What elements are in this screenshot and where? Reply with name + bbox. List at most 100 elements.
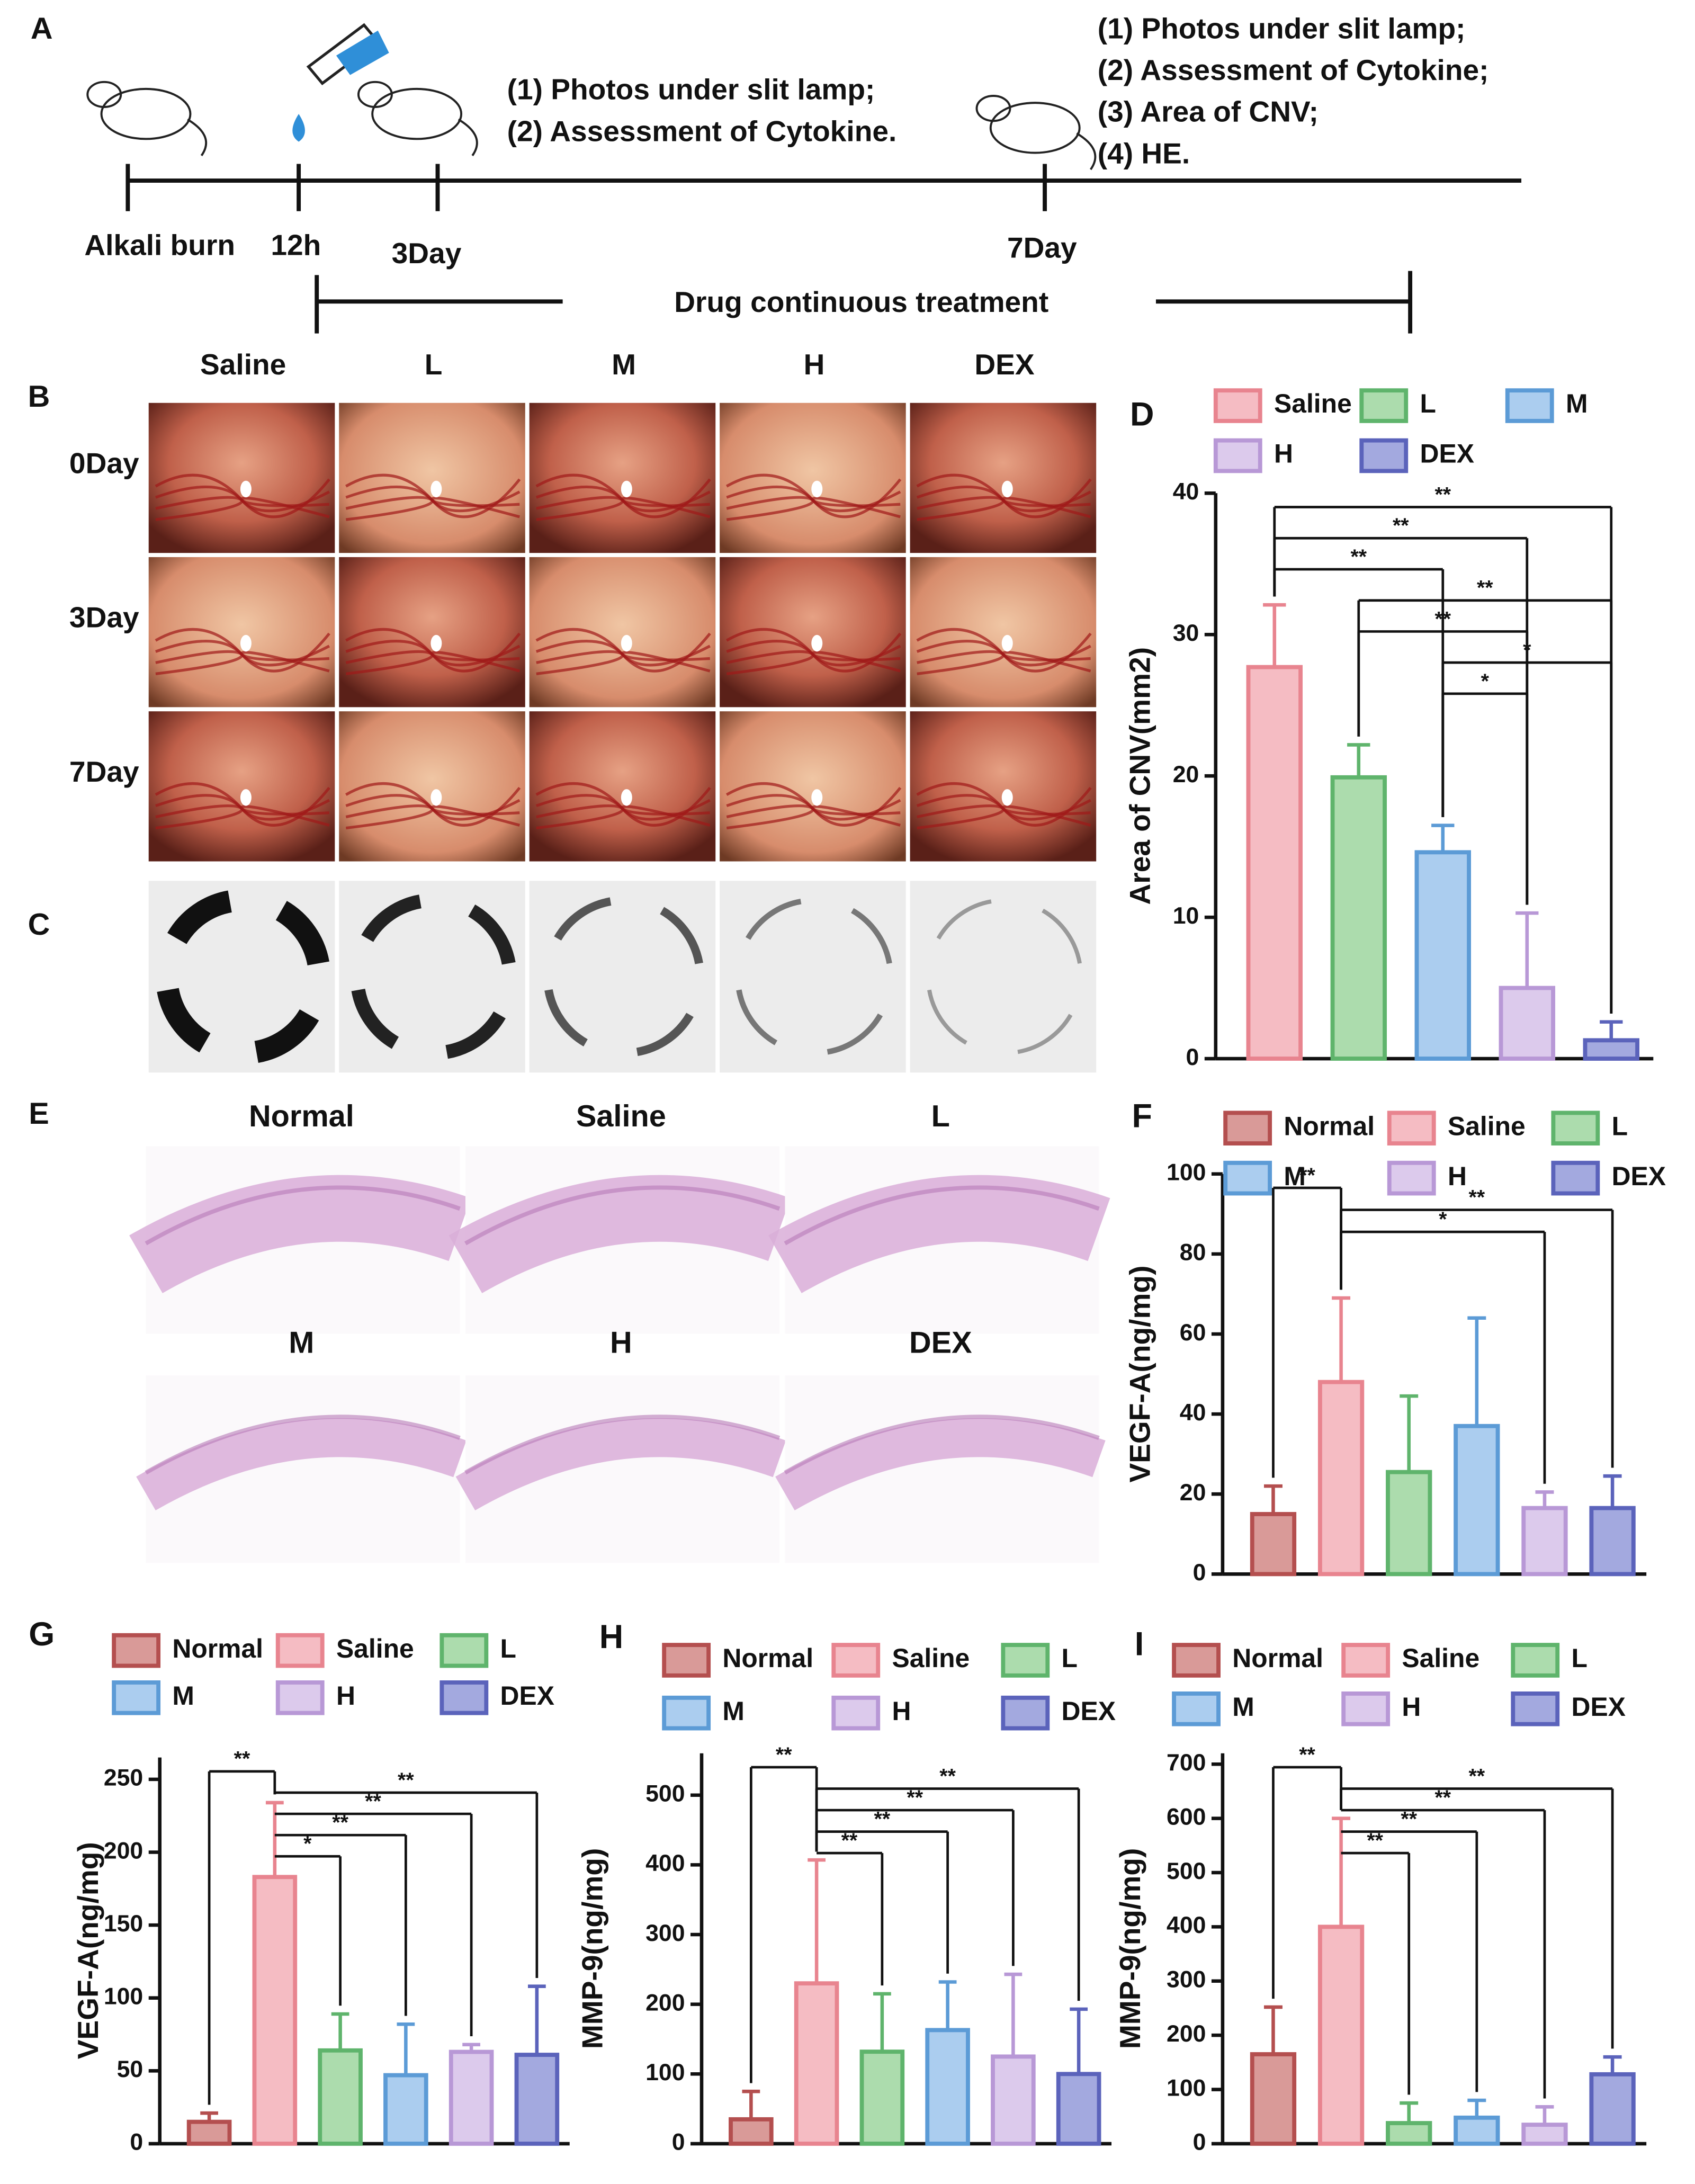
legend-swatch	[275, 1680, 325, 1715]
legend-swatch	[1511, 1643, 1560, 1678]
panel-label: C	[28, 908, 50, 942]
bar	[1250, 1512, 1297, 1577]
section-label: DEX	[909, 1326, 972, 1360]
y-tick-label: 400	[1167, 1912, 1206, 1938]
significance-label: **	[841, 1829, 858, 1852]
y-tick-label: 300	[645, 1920, 685, 1946]
bar	[1250, 2052, 1297, 2146]
legend-swatch	[1387, 1160, 1436, 1196]
legend-label: H	[892, 1696, 911, 1726]
vessel	[345, 651, 520, 675]
light-reflex	[811, 634, 823, 652]
dropper-icon	[336, 30, 389, 75]
panel-label: I	[1135, 1625, 1144, 1662]
bar	[1454, 1424, 1500, 1577]
vessel-arc	[554, 897, 612, 941]
legend-label: Saline	[892, 1643, 970, 1673]
bar	[991, 2054, 1036, 2146]
legend-swatch	[1172, 1691, 1221, 1726]
legend-label: DEX	[500, 1681, 554, 1711]
y-axis-label: VEGF-A(ng/mg)	[1123, 1266, 1156, 1483]
vessel-arc	[468, 904, 516, 965]
note: (1) Photos under slit lamp;	[507, 73, 875, 106]
treatment-label: Drug continuous treatment	[674, 285, 1048, 318]
y-axis-label: MMP-9(ng/mg)	[576, 1848, 609, 2049]
legend-swatch	[112, 1633, 161, 1668]
section-label: H	[610, 1326, 632, 1360]
legend-label: Saline	[1448, 1111, 1526, 1141]
bar	[1330, 775, 1387, 1061]
significance-label: **	[907, 1786, 923, 1809]
legend-swatch	[1341, 1691, 1391, 1726]
vessel-arc	[275, 901, 329, 966]
legend-label: Normal	[722, 1643, 813, 1673]
vessel	[345, 805, 520, 830]
bar	[186, 2119, 232, 2146]
legend-swatch	[1551, 1160, 1600, 1196]
significance-label: **	[939, 1765, 956, 1788]
vessel-arc	[361, 894, 422, 942]
bar	[1589, 2072, 1636, 2146]
legend-swatch	[1551, 1111, 1600, 1146]
panel-label: B	[28, 380, 50, 414]
light-reflex	[240, 789, 252, 806]
legend-swatch	[112, 1680, 161, 1715]
vessel	[726, 805, 901, 830]
bar	[1386, 2121, 1432, 2146]
light-reflex	[431, 789, 442, 806]
legend-label: M	[172, 1681, 194, 1711]
note: (1) Photos under slit lamp;	[1098, 12, 1466, 44]
significance-label: **	[1393, 514, 1409, 538]
significance-label: **	[1299, 1163, 1315, 1187]
mouse-icon	[975, 95, 1011, 122]
legend-swatch	[275, 1633, 325, 1668]
row-label: 3Day	[69, 601, 139, 634]
y-tick-label: 60	[1180, 1320, 1206, 1346]
y-tick-label: 700	[1167, 1750, 1206, 1776]
note: (2) Assessment of Cytokine;	[1098, 53, 1489, 86]
legend-label: Saline	[1274, 389, 1352, 418]
legend-swatch	[1387, 1111, 1436, 1146]
vessel	[917, 496, 1091, 521]
vessel-arc	[544, 989, 588, 1047]
event-label: 3Day	[392, 237, 462, 270]
vessel-arc	[1017, 1014, 1073, 1054]
y-tick-label: 30	[1173, 620, 1199, 646]
light-reflex	[811, 480, 823, 498]
bar	[318, 2048, 363, 2146]
light-reflex	[431, 634, 442, 652]
vessel	[917, 805, 1091, 830]
vessel-arc	[636, 1013, 694, 1057]
legend-swatch	[1213, 388, 1262, 423]
significance-label: **	[365, 1789, 381, 1813]
tissue-edge	[464, 1415, 781, 1475]
legend-label: H	[1402, 1692, 1421, 1722]
y-axis-label: MMP-9(ng/mg)	[1114, 1848, 1146, 2049]
vessel-arc	[167, 890, 232, 945]
legend-label: M	[1232, 1692, 1254, 1722]
light-reflex	[240, 480, 252, 498]
y-tick-label: 0	[1186, 1044, 1199, 1070]
vessel	[917, 651, 1091, 675]
column-label: DEX	[974, 348, 1035, 381]
y-tick-label: 100	[104, 1983, 143, 2009]
light-reflex	[240, 634, 252, 652]
legend-swatch	[440, 1680, 489, 1715]
y-axis-label: Area of CNV(mm2)	[1123, 647, 1156, 905]
significance-label: **	[332, 1811, 348, 1834]
y-tick-label: 500	[1167, 1858, 1206, 1884]
significance-label: *	[1523, 639, 1531, 662]
flat-mount-photo	[339, 881, 525, 1073]
flat-mount-photo	[720, 881, 906, 1073]
legend-swatch	[1505, 388, 1554, 423]
y-tick-label: 40	[1173, 479, 1199, 505]
significance-label: **	[398, 1768, 414, 1792]
y-tick-label: 100	[645, 2060, 685, 2085]
legend-label: Saline	[336, 1634, 414, 1663]
bar	[1414, 850, 1472, 1061]
significance-label: **	[1434, 483, 1451, 506]
flat-mount-photo	[910, 881, 1097, 1073]
note: (4) HE.	[1098, 137, 1190, 169]
y-tick-label: 300	[1167, 1967, 1206, 1993]
vessel	[536, 496, 711, 521]
